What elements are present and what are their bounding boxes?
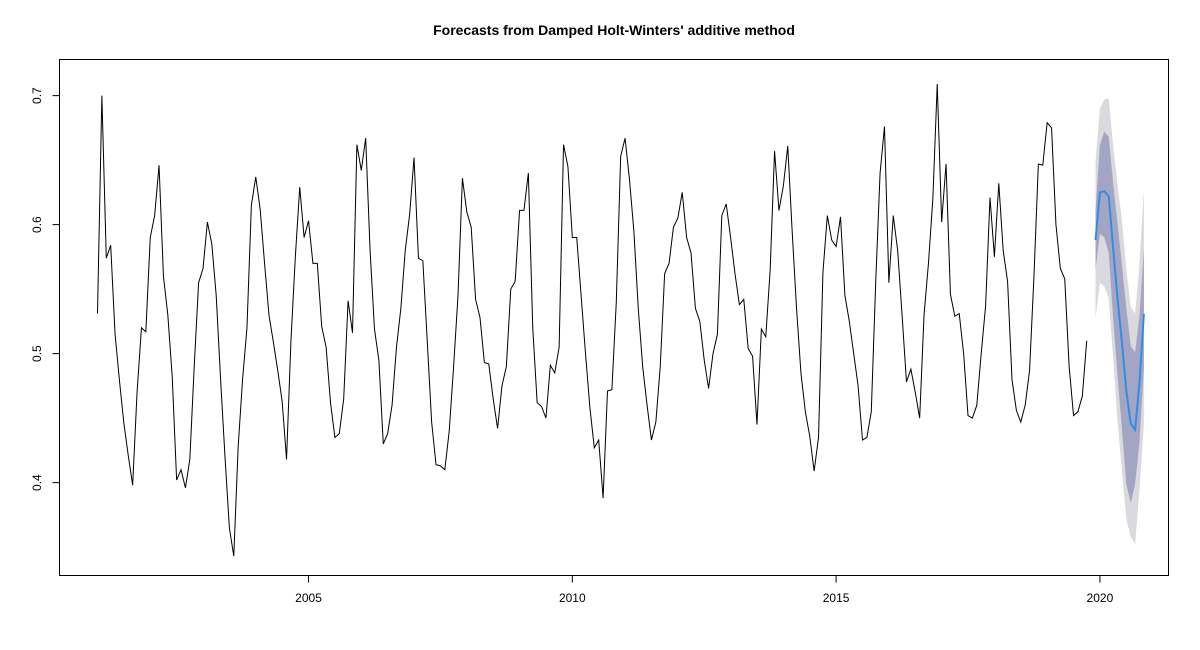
series-layer bbox=[96, 83, 1145, 557]
y-tick-label: 0.6 bbox=[30, 216, 44, 233]
y-axis: 0.4 0.5 0.6 0.7 bbox=[30, 87, 60, 491]
x-tick-label: 2020 bbox=[1087, 591, 1114, 605]
x-tick-label: 2010 bbox=[559, 591, 586, 605]
y-tick-label: 0.4 bbox=[30, 474, 44, 491]
plot-frame bbox=[59, 59, 1169, 576]
observed-series-line bbox=[96, 83, 1088, 557]
y-tick-label: 0.5 bbox=[30, 345, 44, 362]
chart-title: Forecasts from Damped Holt-Winters' addi… bbox=[433, 22, 795, 38]
y-tick-label: 0.7 bbox=[30, 87, 44, 104]
x-tick-label: 2005 bbox=[295, 591, 322, 605]
x-tick-label: 2015 bbox=[823, 591, 850, 605]
forecast-series-line bbox=[1094, 189, 1145, 433]
x-axis: 2005 2010 2015 2020 bbox=[295, 575, 1114, 605]
